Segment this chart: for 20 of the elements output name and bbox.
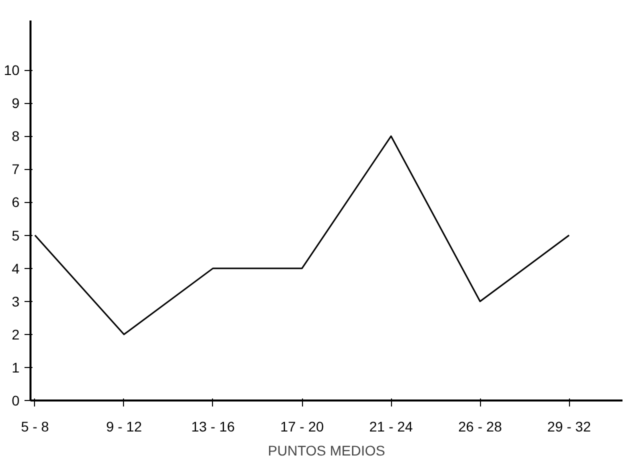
y-tick-label: 9 [12, 95, 20, 112]
y-tick-label: 4 [12, 260, 20, 276]
x-tick-label: 9 - 12 [106, 418, 142, 434]
x-tick-label: 29 - 32 [547, 418, 592, 434]
x-tick-label: 5 - 8 [20, 418, 50, 434]
y-tick-label: 8 [12, 128, 20, 144]
x-tick-label: 13 - 16 [191, 418, 236, 434]
y-tick-label: 3 [12, 293, 20, 310]
y-tick-label: 7 [12, 161, 20, 178]
x-tick-label: 17 - 20 [280, 418, 324, 434]
x-axis-title: PUNTOS MEDIOS [268, 442, 386, 458]
line-series [34, 135, 570, 336]
y-tick-label: 2 [12, 326, 20, 342]
y-tick-label: 5 [12, 227, 20, 244]
x-tick-label: 21 - 24 [369, 418, 414, 434]
x-tick-label: 26 - 28 [458, 418, 502, 434]
y-tick-label: 6 [12, 194, 20, 210]
y-tick-label: 1 [12, 359, 20, 376]
y-tick-label: 0 [12, 392, 20, 408]
y-tick-label: 10 [4, 62, 20, 78]
